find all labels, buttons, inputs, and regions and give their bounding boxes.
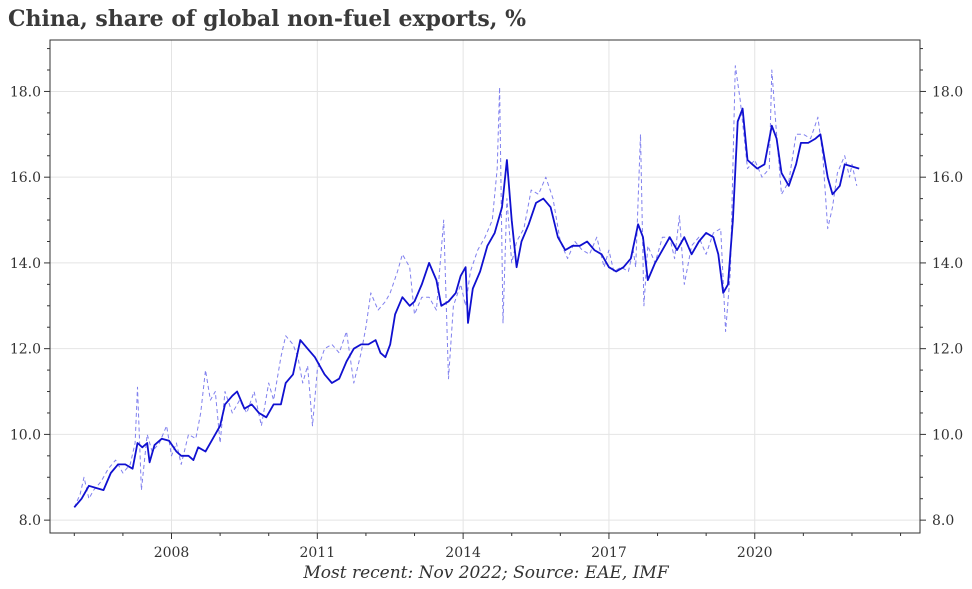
chart-source-note: Most recent: Nov 2022; Source: EAE, IMF <box>303 563 669 583</box>
x-tick-label: 2020 <box>737 545 773 561</box>
y-tick-label-left: 16.0 <box>10 170 41 186</box>
x-tick-label: 2017 <box>591 545 627 561</box>
series-lines <box>73 65 860 508</box>
y-tick-label-right: 12.0 <box>932 342 963 358</box>
axis-ticks: 8.0 8.0 10.0 10.0 12.0 12.0 14.0 14.0 16.0 16.0 18… <box>10 48 963 561</box>
chart-title: China, share of global non-fuel exports,… <box>8 6 526 32</box>
y-tick-label-right: 18.0 <box>932 84 963 100</box>
series-line-smoothed <box>73 107 860 508</box>
y-tick-label-left: 10.0 <box>10 427 41 443</box>
plot-frame <box>49 39 921 534</box>
y-tick-label-left: 12.0 <box>10 342 41 358</box>
y-tick-label-right: 14.0 <box>932 256 963 272</box>
grid-lines <box>50 40 920 533</box>
x-tick-label: 2014 <box>445 545 481 561</box>
x-tick-label: 2008 <box>154 545 190 561</box>
y-tick-label-left: 14.0 <box>10 256 41 272</box>
y-tick-label-left: 8.0 <box>19 513 41 529</box>
y-tick-label-right: 8.0 <box>932 513 954 529</box>
y-tick-label-right: 10.0 <box>932 427 963 443</box>
y-tick-label-right: 16.0 <box>932 170 963 186</box>
y-tick-label-left: 18.0 <box>10 84 41 100</box>
series-line-monthly <box>73 65 858 508</box>
x-tick-label: 2011 <box>299 545 335 561</box>
